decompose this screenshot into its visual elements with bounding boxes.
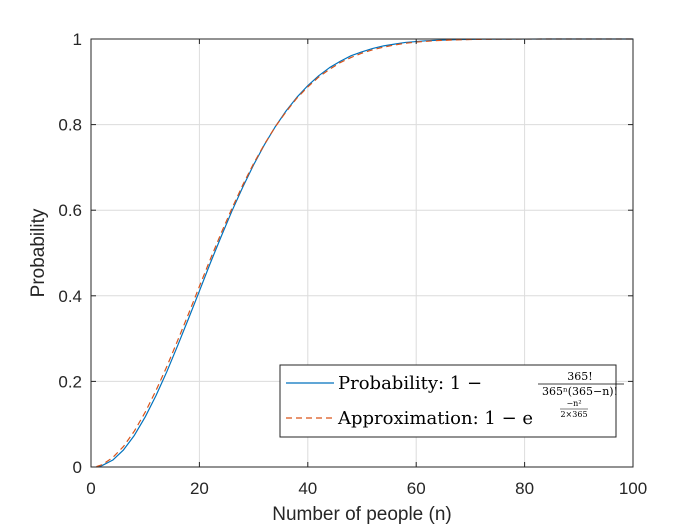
x-tick-label: 60: [407, 479, 426, 498]
y-tick-label: 0.2: [58, 372, 82, 391]
y-tick-label: 0.6: [58, 201, 82, 220]
plot-area-frame: [90, 38, 634, 468]
y-axis-label: Probability: [28, 208, 49, 297]
x-axis-label: Number of people (n): [272, 504, 452, 525]
axis-ticks: 0 20 40 60 80 100 0 0.2 0.4 0.6 0.8 1: [58, 30, 647, 498]
legend-label-approximation: Approximation: 1 − e: [337, 408, 533, 429]
y-tick-label: 0: [73, 458, 82, 477]
x-tick-label: 80: [515, 479, 534, 498]
y-tick-label: 0.8: [58, 116, 82, 135]
y-tick-label: 1: [73, 30, 82, 49]
legend-exponent-denominator: 2×365: [560, 410, 587, 419]
x-tick-label: 100: [619, 479, 647, 498]
x-tick-label: 0: [86, 479, 95, 498]
series-line-approximation: [96, 38, 633, 468]
legend-label-probability: Probability: 1 −: [338, 373, 482, 394]
x-tick-label: 40: [298, 479, 317, 498]
legend-box: [279, 364, 617, 438]
legend-formula-denominator: 365ⁿ(365−n)!: [542, 385, 618, 398]
y-tick-label: 0.4: [58, 287, 82, 306]
x-tick-label: 20: [190, 479, 209, 498]
legend: Probability: 1 − 365! 365ⁿ(365−n)! Approxim…: [279, 364, 624, 438]
legend-exponent-numerator: −n²: [566, 399, 581, 408]
legend-formula-numerator: 365!: [567, 370, 592, 383]
